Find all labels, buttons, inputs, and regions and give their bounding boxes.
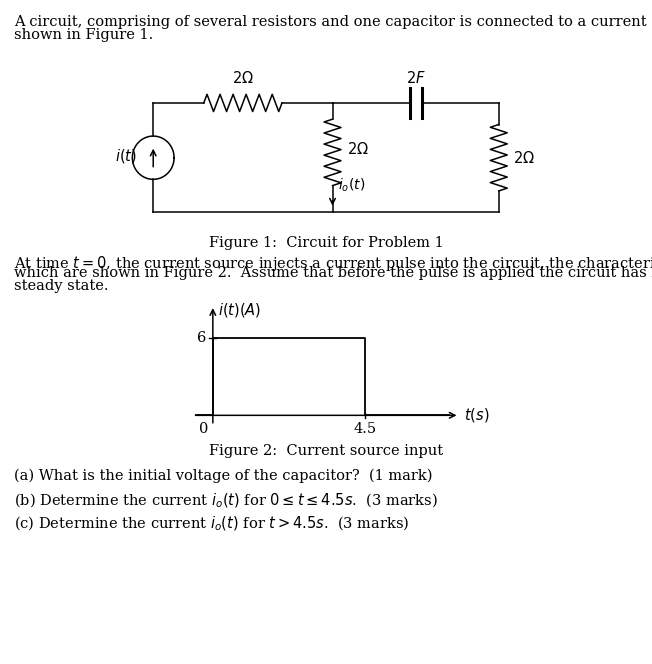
Text: A circuit, comprising of several resistors and one capacitor is connected to a c: A circuit, comprising of several resisto… [14,15,652,29]
Text: (b) Determine the current $i_o(t)$ for $0 \leq t \leq 4.5s$.  (3 marks): (b) Determine the current $i_o(t)$ for $… [14,491,438,510]
Text: 0: 0 [200,422,209,436]
Text: $i(t)$: $i(t)$ [115,147,137,165]
Text: $t(s)$: $t(s)$ [464,406,490,424]
Text: $i_o(t)$: $i_o(t)$ [338,177,365,194]
Text: Figure 1:  Circuit for Problem 1: Figure 1: Circuit for Problem 1 [209,236,443,250]
Text: (a) What is the initial voltage of the capacitor?  (1 mark): (a) What is the initial voltage of the c… [14,468,433,483]
Text: $i(t)(A)$: $i(t)(A)$ [218,301,261,319]
Text: $2\Omega$: $2\Omega$ [513,149,535,166]
Text: 4.5: 4.5 [353,422,376,436]
Text: $2\Omega$: $2\Omega$ [347,141,368,157]
Text: At time $t = 0$, the current source injects a current pulse into the circuit, th: At time $t = 0$, the current source inje… [14,254,652,273]
Text: which are shown in Figure 2.  Assume that before the pulse is applied the circui: which are shown in Figure 2. Assume that… [14,266,652,280]
Text: $2\Omega$: $2\Omega$ [232,70,254,86]
Text: (c) Determine the current $i_o(t)$ for $t > 4.5s$.  (3 marks): (c) Determine the current $i_o(t)$ for $… [14,515,409,533]
Text: $2F$: $2F$ [406,70,426,86]
Text: Figure 2:  Current source input: Figure 2: Current source input [209,444,443,457]
Text: shown in Figure 1.: shown in Figure 1. [14,28,154,42]
Text: steady state.: steady state. [14,279,109,293]
Text: 6: 6 [198,331,207,345]
